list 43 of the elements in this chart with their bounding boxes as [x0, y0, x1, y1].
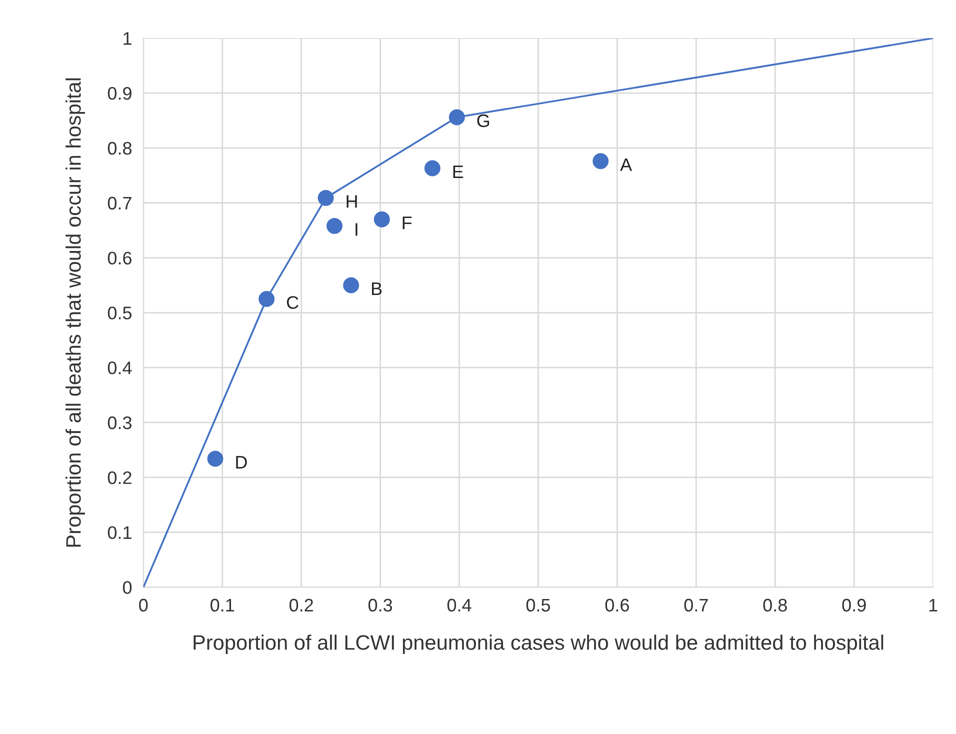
y-tick-label: 0.1 — [108, 526, 132, 540]
point — [424, 160, 440, 176]
point — [326, 218, 342, 234]
point — [343, 277, 360, 294]
point — [448, 109, 465, 126]
point — [374, 211, 390, 228]
y-tick-label: 0 — [122, 581, 132, 594]
annotation: B — [372, 282, 382, 295]
y-tick-label: 0.9 — [108, 87, 132, 100]
y-tick-label: 0.7 — [108, 196, 132, 210]
line-series — [143, 38, 934, 588]
x-tick-label: 0.7 — [684, 598, 708, 612]
annotation: D — [236, 456, 247, 468]
x-tick-label: 0.5 — [526, 598, 550, 612]
y-tick-label: 0.6 — [108, 252, 132, 264]
y-tick-label: 0.5 — [108, 306, 132, 320]
point — [318, 190, 334, 206]
x-tick-label: 0 — [139, 598, 148, 612]
x-tick-label: 0.8 — [763, 598, 787, 612]
x-tick-label: 0.4 — [447, 598, 472, 612]
x-tick-label: 0.3 — [368, 598, 392, 612]
point — [258, 290, 275, 307]
x-tick-label: 0.6 — [605, 598, 629, 612]
x-tick-label: 0.9 — [842, 598, 866, 612]
annotation: C — [286, 296, 298, 309]
point — [207, 450, 224, 467]
y-tick-label: 0.3 — [108, 416, 132, 430]
y-axis-title: Proportion of all deaths that would occur in hospital — [66, 78, 85, 547]
x-axis-title: Proportion of all LCWI pneumonia cases who would be admitted to hospital — [194, 634, 884, 654]
annotation: G — [477, 114, 490, 128]
x-tick-label: 0.2 — [289, 598, 313, 612]
y-tick-label: 0.8 — [108, 142, 132, 155]
annotation: A — [620, 158, 632, 171]
annotation: H — [346, 195, 357, 208]
point — [592, 153, 609, 170]
x-tick-label: 1 — [929, 598, 938, 612]
y-tick-label: 0.2 — [108, 471, 132, 484]
y-tick-label: 1 — [124, 32, 132, 45]
annotation: E — [453, 166, 464, 178]
annotation: I — [356, 223, 358, 236]
x-tick-label: 0.1 — [210, 598, 234, 612]
annotation: F — [402, 216, 412, 230]
y-tick-label: 0.4 — [108, 362, 132, 374]
